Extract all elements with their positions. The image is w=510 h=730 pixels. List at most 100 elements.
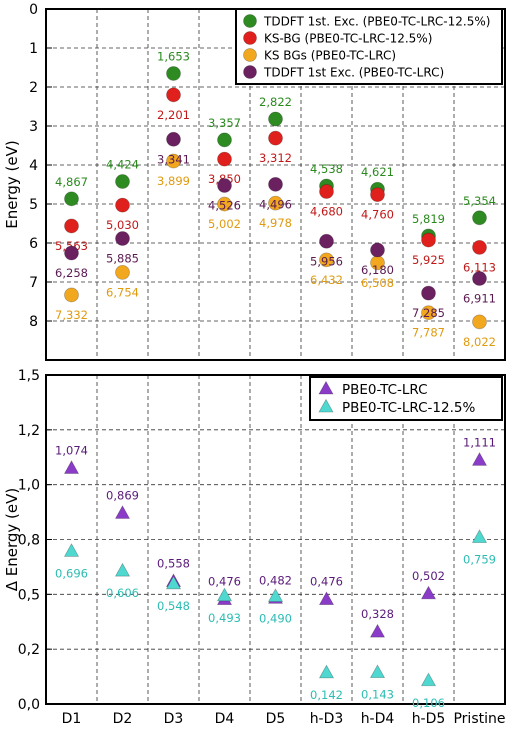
y-tick-label: 1,5 bbox=[18, 368, 40, 384]
data-label: 5,925 bbox=[412, 253, 445, 267]
x-tick-label: D4 bbox=[215, 711, 235, 727]
data-label: 3,899 bbox=[157, 174, 190, 188]
legend-entry: TDDFT 1st. Exc. (PBE0-TC-LRC-12.5%) bbox=[263, 15, 490, 29]
data-point bbox=[64, 287, 79, 303]
data-label: 5,819 bbox=[412, 212, 445, 226]
data-point bbox=[268, 195, 283, 211]
data-label: 4,621 bbox=[361, 165, 394, 179]
data-point bbox=[370, 187, 385, 203]
data-label: 4,978 bbox=[259, 216, 292, 230]
legend-box bbox=[235, 8, 503, 85]
data-point bbox=[166, 153, 181, 169]
data-point bbox=[114, 562, 131, 577]
plot-frame bbox=[45, 374, 506, 705]
legend: TDDFT 1st. Exc. (PBE0-TC-LRC-12.5%) KS-BG… bbox=[235, 8, 503, 85]
legend-entry: PBE0-TC-LRC bbox=[342, 382, 428, 398]
data-label: 4,680 bbox=[310, 205, 343, 219]
data-point bbox=[318, 591, 335, 605]
legend-marker bbox=[243, 65, 257, 79]
y-tick-label: 3 bbox=[29, 119, 38, 135]
data-point bbox=[471, 529, 488, 543]
data-point bbox=[421, 285, 436, 301]
data-label: 2,201 bbox=[157, 108, 190, 122]
data-point bbox=[165, 575, 182, 590]
data-label: 6,754 bbox=[106, 285, 139, 299]
x-tick-label: D3 bbox=[164, 711, 184, 727]
data-label: 0,106 bbox=[412, 696, 445, 710]
data-point bbox=[166, 87, 181, 103]
legend-box bbox=[309, 376, 503, 421]
y-tick-label: 0,2 bbox=[18, 642, 40, 658]
y-tick-label: 1,2 bbox=[18, 423, 40, 439]
data-label: 0,476 bbox=[310, 575, 343, 589]
data-label: 6,258 bbox=[55, 266, 88, 280]
series-2: 5,5635,0302,2013,8503,3124,6804,7605,925… bbox=[55, 87, 496, 274]
data-point bbox=[217, 196, 232, 212]
data-label: 0,502 bbox=[412, 569, 445, 583]
data-label: 0,482 bbox=[259, 573, 292, 587]
data-label: 0,696 bbox=[55, 566, 88, 580]
data-label: 1,074 bbox=[55, 443, 88, 457]
data-label: 5,885 bbox=[106, 252, 139, 266]
delta-energy-panel: 0,0 0,2 0,5 0,8 1,0 1,2 1,5 Δ Energy (eV) D1 D2 D3… bbox=[3, 368, 506, 727]
data-label: 6,432 bbox=[310, 273, 343, 287]
data-label: 0,493 bbox=[208, 611, 241, 625]
y-tick-label: 0,0 bbox=[18, 697, 40, 713]
data-label: 5,354 bbox=[463, 194, 496, 208]
legend-entry: KS BGs (PBE0-TC-LRC) bbox=[264, 49, 396, 63]
data-label: 5,030 bbox=[106, 218, 139, 232]
data-point bbox=[472, 314, 487, 330]
data-point bbox=[370, 242, 385, 258]
series-2: 0,696 0,606 0,548 0,493 0,490 0,142 0,143 0,106… bbox=[55, 529, 496, 710]
data-point bbox=[217, 151, 232, 167]
data-point bbox=[115, 231, 130, 246]
legend-entry: KS-BG (PBE0-TC-LRC-12.5%) bbox=[264, 32, 432, 46]
data-label: 6,113 bbox=[463, 260, 496, 274]
data-point bbox=[64, 191, 79, 207]
legend-marker bbox=[318, 380, 334, 395]
data-label: 4,867 bbox=[55, 175, 88, 189]
y-tick-label: 0,8 bbox=[18, 533, 40, 549]
data-point bbox=[115, 197, 130, 213]
data-point bbox=[217, 132, 232, 148]
data-label: 5,002 bbox=[208, 217, 241, 231]
legend-marker bbox=[243, 48, 257, 62]
data-point bbox=[115, 174, 130, 189]
data-point bbox=[268, 111, 283, 127]
x-tick-label: h-D4 bbox=[361, 711, 395, 727]
data-point bbox=[267, 588, 284, 602]
data-label: 7,285 bbox=[412, 306, 445, 320]
y-axis-label: Δ Energy (eV) bbox=[3, 488, 21, 592]
series-1: 1,074 0,869 0,558 0,476 0,482 0,476 0,328 0,502… bbox=[55, 435, 496, 638]
data-point bbox=[421, 305, 436, 321]
data-label: 6,180 bbox=[361, 263, 394, 277]
data-point bbox=[369, 664, 386, 679]
data-point bbox=[420, 585, 437, 600]
y-tick-label: 2 bbox=[29, 80, 38, 96]
data-label: 0,606 bbox=[106, 586, 139, 600]
data-label: 0,759 bbox=[463, 553, 496, 567]
data-point bbox=[471, 452, 488, 466]
y-axis-label: Energy (eV) bbox=[3, 140, 21, 228]
legend: PBE0-TC-LRC PBE0-TC-LRC-12.5% bbox=[309, 376, 503, 421]
data-point bbox=[64, 245, 79, 261]
data-point bbox=[319, 233, 334, 249]
energy-panel: 0 1 2 3 4 5 6 7 8 Energy (eV) 4,867 4,424 1,653 3,357… bbox=[3, 2, 506, 361]
x-tick-label: Pristine bbox=[453, 711, 505, 727]
x-tick-label: D1 bbox=[62, 711, 82, 727]
y-tick-label: 0,5 bbox=[18, 587, 40, 603]
x-tick-label: h-D3 bbox=[310, 711, 344, 727]
x-tick-label: h-D5 bbox=[412, 711, 446, 727]
legend-entry: TDDFT 1st Exc. (PBE0-TC-LRC) bbox=[263, 66, 444, 80]
data-point bbox=[64, 218, 79, 234]
y-tick-label: 4 bbox=[29, 158, 38, 174]
y-tick-label: 0 bbox=[29, 2, 38, 18]
data-point bbox=[63, 460, 80, 474]
data-point bbox=[115, 265, 130, 280]
y-tick-label: 8 bbox=[29, 314, 38, 330]
data-label: 0,869 bbox=[106, 488, 139, 502]
data-label: 2,822 bbox=[259, 95, 292, 109]
data-point bbox=[318, 664, 335, 679]
legend-entry: PBE0-TC-LRC-12.5% bbox=[342, 400, 475, 416]
data-label: 7,332 bbox=[55, 308, 88, 322]
